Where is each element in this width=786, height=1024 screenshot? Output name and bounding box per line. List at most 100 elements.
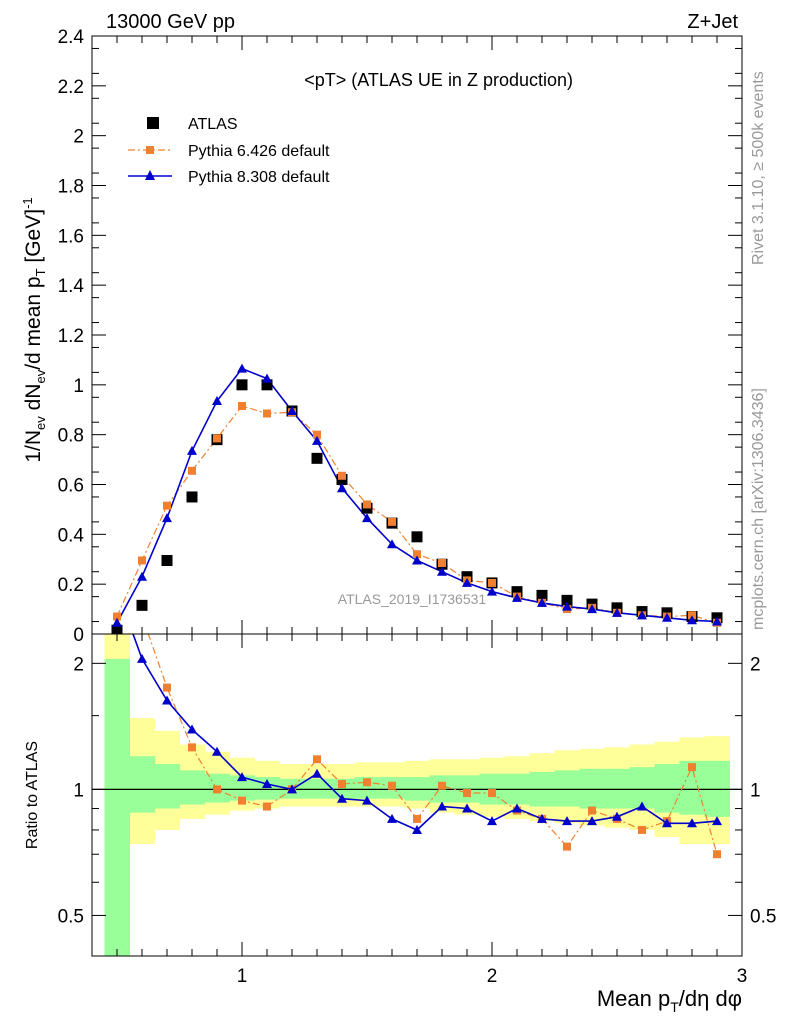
main-point-pythia8 [262, 373, 272, 383]
rivet-label: Rivet 3.1.10, ≥ 500k events [750, 71, 767, 265]
main-point-pythia6 [413, 550, 421, 559]
ratio-point-pythia6 [463, 789, 471, 798]
ratio-ytick-label-right: 2 [750, 654, 761, 675]
ratio-point-pythia6 [213, 785, 221, 794]
main-point-pythia8 [287, 405, 297, 415]
ratio-point-pythia8 [162, 695, 172, 705]
ratio-point-pythia8 [662, 818, 672, 828]
main-y-axis-label: 1/Nev dNev/d mean pT [GeV]-1 [20, 197, 48, 462]
main-point-pythia8 [637, 610, 647, 620]
main-point-pythia8 [137, 571, 147, 581]
ratio-point-pythia8 [287, 784, 297, 794]
main-ytick-label: 1.4 [58, 276, 85, 297]
main-point-pythia6 [338, 471, 346, 480]
legend-label-pythia8: Pythia 8.308 default [188, 169, 330, 186]
ratio-y-axis-label: Ratio to ATLAS [24, 741, 41, 849]
main-ytick-label: 0.2 [58, 575, 84, 596]
ratio-point-pythia8 [712, 816, 722, 826]
header-left: 13000 GeV pp [106, 11, 235, 33]
ratio-point-pythia6 [588, 806, 596, 815]
main-point-pythia6 [113, 612, 121, 621]
ratio-point-pythia6 [488, 789, 496, 798]
ratio-band-inner [154, 763, 180, 809]
main-point-pythia6 [238, 402, 246, 411]
main-point-pythia6 [313, 430, 321, 439]
ratio-band-inner [604, 768, 630, 809]
main-point-pythia6 [163, 501, 171, 510]
ratio-point-pythia8 [587, 816, 597, 826]
ratio-point-pythia8 [387, 813, 397, 823]
main-point-pythia8 [212, 396, 222, 406]
main-ytick-label: 1.6 [58, 226, 84, 247]
main-point-pythia8 [462, 577, 472, 587]
main-point-pythia8 [237, 363, 247, 373]
main-point-atlas [236, 379, 248, 391]
main-point-pythia8 [112, 617, 122, 627]
legend-marker-pythia6 [146, 146, 154, 154]
main-point-pythia6 [438, 558, 446, 567]
ratio-ytick-label: 0.5 [58, 906, 84, 927]
main-ytick-label: 1 [73, 376, 84, 397]
ratio-point-pythia8 [512, 803, 522, 813]
ratio-point-pythia8 [137, 653, 147, 663]
main-point-pythia8 [512, 592, 522, 602]
ratio-point-pythia6 [263, 802, 271, 811]
main-point-pythia8 [412, 555, 422, 565]
ratio-band-inner [654, 763, 680, 813]
main-point-pythia8 [612, 607, 622, 617]
ratio-point-pythia8 [362, 795, 372, 805]
main-point-pythia8 [162, 513, 172, 523]
main-point-atlas [536, 589, 548, 601]
main-point-atlas [161, 554, 173, 566]
ratio-band-inner [579, 768, 605, 809]
ratio-point-pythia8 [262, 778, 272, 788]
main-point-atlas [411, 531, 423, 543]
ratio-point-pythia6 [438, 781, 446, 790]
ratio-point-pythia6 [638, 825, 646, 834]
ratio-band-inner [629, 767, 655, 809]
main-point-pythia8 [687, 615, 697, 625]
mcplots-label: mcplots.cern.ch [arXiv:1306.3436] [750, 388, 767, 630]
main-point-pythia6 [188, 466, 196, 475]
ratio-point-pythia6 [188, 743, 196, 752]
ratio-point-pythia8 [537, 813, 547, 823]
main-point-pythia8 [587, 604, 597, 614]
main-point-pythia8 [387, 539, 397, 549]
main-ytick-label: 2 [73, 127, 84, 148]
main-data-layer [111, 363, 723, 634]
legend-label-pythia6: Pythia 6.426 default [188, 143, 330, 160]
main-panel: ATLAS_2019_I1736531 <pT> (ATLAS UE in Z … [58, 27, 743, 646]
main-point-atlas [561, 594, 573, 606]
legend-label-atlas: ATLAS [188, 116, 238, 133]
ratio-point-pythia8 [437, 801, 447, 811]
ratio-band-inner [179, 770, 205, 805]
legend: ATLAS Pythia 6.426 default Pythia 8.308 … [128, 116, 330, 186]
ratio-band-inner [304, 778, 330, 799]
ratio-panel: 0.5 0.5 1 1 2 2 1 2 3 [58, 633, 776, 987]
ratio-point-pythia8 [237, 772, 247, 782]
main-point-pythia8 [487, 586, 497, 596]
main-ytick-label: 2.2 [58, 77, 84, 98]
main-point-atlas [261, 379, 273, 391]
main-ytick-label: 0.6 [58, 476, 84, 497]
main-point-pythia6 [488, 578, 496, 587]
main-point-pythia6 [263, 409, 271, 418]
xtick-label: 1 [237, 966, 248, 987]
main-ytick-label: 2.4 [58, 27, 85, 48]
main-point-pythia6 [388, 517, 396, 526]
ratio-data-layer [92, 634, 742, 956]
ratio-point-pythia6 [313, 755, 321, 764]
ratio-point-pythia8 [637, 801, 647, 811]
watermark: ATLAS_2019_I1736531 [338, 591, 487, 607]
main-point-pythia8 [362, 513, 372, 523]
xtick-label: 2 [487, 966, 498, 987]
ratio-point-pythia8 [187, 724, 197, 734]
ratio-band-inner [554, 770, 580, 807]
main-ytick-label: 0 [73, 625, 84, 646]
main-point-pythia8 [562, 601, 572, 611]
main-point-pythia6 [138, 556, 146, 565]
ratio-point-pythia6 [338, 779, 346, 788]
main-point-pythia8 [662, 612, 672, 622]
ratio-ytick-label-right: 0.5 [750, 906, 776, 927]
main-point-pythia6 [363, 500, 371, 509]
